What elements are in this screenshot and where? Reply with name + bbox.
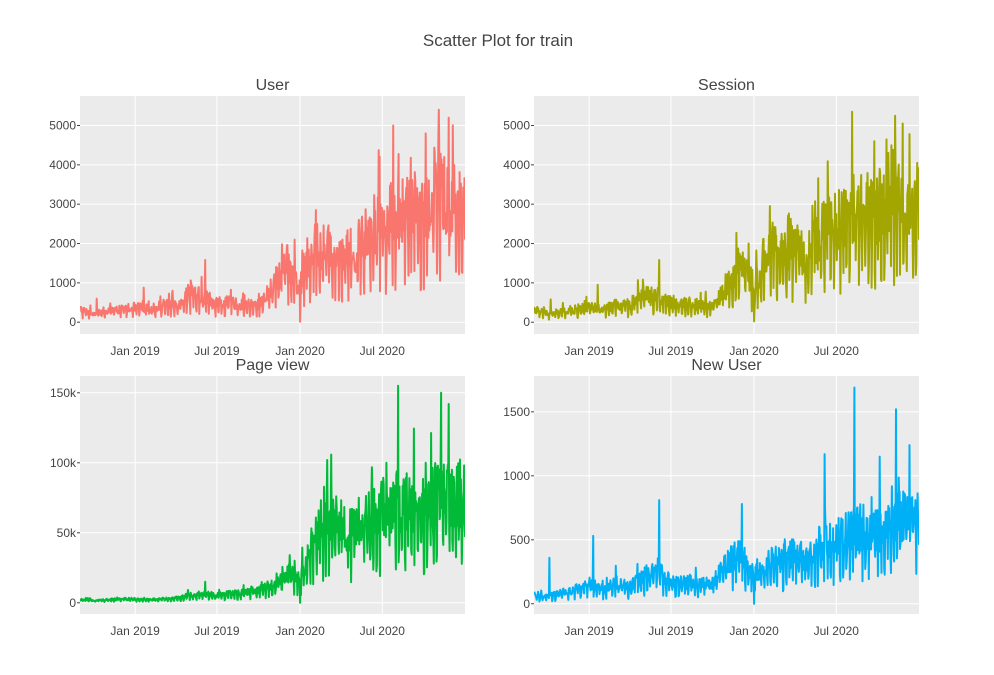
x-tick-label: Jul 2020 [360,344,406,358]
subplot-title: User [256,77,290,94]
y-tick-label: 4000 [49,158,76,172]
y-tick-label: 5000 [503,119,530,133]
y-tick-label: 0 [69,315,76,329]
x-tick-label: Jan 2020 [729,344,779,358]
x-tick-label: Jul 2020 [814,624,860,638]
x-tick-label: Jul 2019 [648,624,694,638]
series-line-user [80,108,465,323]
x-tick-label: Jul 2019 [194,344,240,358]
x-tick-label: Jan 2020 [275,344,325,358]
series-line-page-view [80,384,465,604]
y-tick-label: 3000 [503,197,530,211]
x-tick-label: Jan 2019 [110,624,160,638]
x-tick-label: Jul 2019 [648,344,694,358]
subplot-title: New User [691,357,762,374]
x-tick-label: Jan 2019 [564,344,614,358]
y-tick-label: 1000 [49,276,76,290]
subplot-title: Page view [236,357,310,374]
x-tick-label: Jul 2020 [360,624,406,638]
y-tick-label: 50k [57,526,77,540]
y-tick-label: 5000 [49,119,76,133]
y-tick-label: 0 [523,597,530,611]
x-tick-label: Jan 2019 [564,624,614,638]
subplot-session: Session 0 1000 2000 3000 4000 5000 Jan 2019 Jul … [503,77,919,358]
subplot-new-user: New User 0 500 1000 1500 Jan 2019 Jul 2019 Jan … [503,357,919,638]
subplot-user: User 0 1000 2000 3000 4000 5000 Jan 2019 Jul 201… [49,77,465,358]
x-tick-label: Jan 2020 [729,624,779,638]
y-tick-label: 3000 [49,197,76,211]
series-line-new-user [534,386,919,605]
x-tick-label: Jul 2020 [814,344,860,358]
plot-area [80,376,465,614]
y-tick-label: 0 [69,596,76,610]
y-tick-label: 1000 [503,276,530,290]
y-tick-label: 1500 [503,405,530,419]
x-tick-label: Jan 2020 [275,624,325,638]
y-tick-label: 4000 [503,158,530,172]
y-tick-label: 0 [523,315,530,329]
x-tick-label: Jul 2019 [194,624,240,638]
y-tick-label: 1000 [503,469,530,483]
y-tick-label: 500 [510,533,530,547]
y-tick-label: 100k [50,456,77,470]
chart-title: Scatter Plot for train [423,31,573,50]
y-tick-label: 150k [50,386,77,400]
x-tick-label: Jan 2019 [110,344,160,358]
y-tick-label: 2000 [49,237,76,251]
y-tick-label: 2000 [503,237,530,251]
subplot-page-view: Page view 0 50k 100k 150k Jan 2019 Jul 2019 Jan… [50,357,465,638]
subplot-title: Session [698,77,755,94]
series-line-session [534,110,919,323]
